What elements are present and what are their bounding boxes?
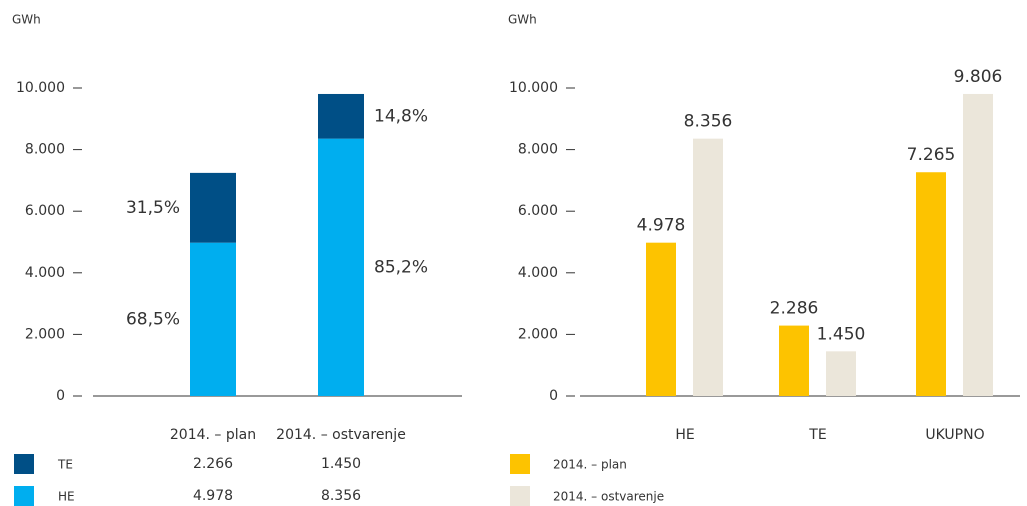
bar: [693, 138, 723, 396]
y-tick-label: 2.000: [518, 326, 558, 342]
bar-segment: [318, 93, 364, 139]
value-label: 2.286: [770, 299, 819, 319]
bar-segment: [190, 242, 236, 396]
table-value: 8.356: [321, 488, 361, 504]
bar: [646, 242, 676, 396]
legend-label: HE: [58, 490, 75, 504]
y-tick-label: 0: [56, 388, 65, 404]
bar: [963, 93, 993, 397]
y-tick-label: 4.000: [25, 265, 65, 281]
legend-label: TE: [57, 458, 73, 472]
bar: [826, 351, 856, 396]
legend-label: 2014. – plan: [553, 458, 627, 472]
x-tick-label: HE: [675, 427, 694, 443]
y-tick-label: 6.000: [518, 203, 558, 219]
table-value: 1.450: [321, 456, 361, 472]
share-label: 31,5%: [126, 198, 180, 218]
share-label: 85,2%: [374, 257, 428, 277]
y-tick-label: 0: [549, 388, 558, 404]
share-label: 68,5%: [126, 309, 180, 329]
value-label: 8.356: [684, 112, 733, 132]
y-tick-label: 6.000: [25, 203, 65, 219]
y-axis-label: GWh: [508, 13, 537, 27]
x-tick-label: 2014. – plan: [170, 427, 256, 443]
legend-swatch: [510, 454, 530, 474]
value-label: 9.806: [954, 67, 1003, 87]
legend-label: 2014. – ostvarenje: [553, 490, 664, 504]
y-tick-label: 8.000: [25, 142, 65, 158]
y-tick-label: 10.000: [16, 80, 65, 96]
x-tick-label: TE: [808, 427, 826, 443]
table-value: 2.266: [193, 456, 233, 472]
table-value: 4.978: [193, 488, 233, 504]
share-label: 14,8%: [374, 106, 428, 126]
value-label: 4.978: [637, 216, 686, 236]
x-tick-label: UKUPNO: [925, 427, 984, 443]
value-label: 1.450: [817, 324, 866, 344]
bar: [916, 172, 946, 396]
y-tick-label: 2.000: [25, 326, 65, 342]
bar-segment: [318, 138, 364, 396]
value-label: 7.265: [907, 145, 956, 165]
y-tick-label: 10.000: [509, 80, 558, 96]
y-tick-label: 8.000: [518, 142, 558, 158]
legend-swatch: [14, 486, 34, 506]
legend-swatch: [510, 486, 530, 506]
y-tick-label: 4.000: [518, 265, 558, 281]
legend-swatch: [14, 454, 34, 474]
y-axis-label: GWh: [12, 13, 41, 27]
bar-segment: [190, 172, 236, 243]
x-tick-label: 2014. – ostvarenje: [276, 427, 406, 443]
bar: [779, 325, 809, 396]
